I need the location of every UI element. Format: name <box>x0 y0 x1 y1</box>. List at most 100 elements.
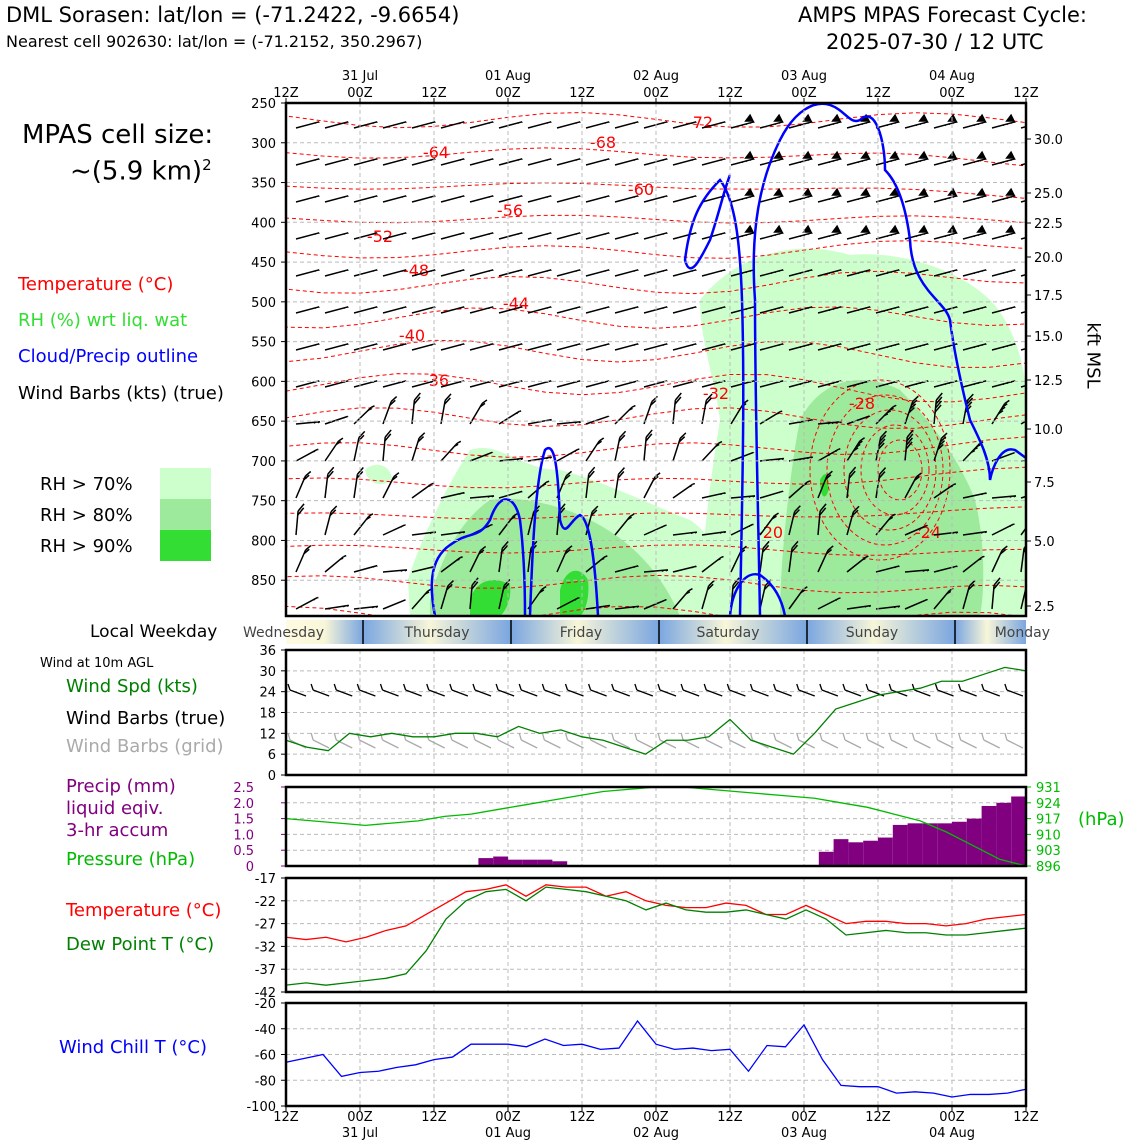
kft-tick-label: 15.0 <box>1034 330 1063 345</box>
wind-barb <box>585 195 610 203</box>
wind-barb <box>324 121 349 129</box>
wind-barb-true <box>564 683 569 691</box>
wind-barb-grid <box>865 732 869 741</box>
wind-barb <box>498 540 509 573</box>
wind-barb-true <box>659 689 677 697</box>
wind-barb <box>701 269 726 277</box>
wind-barb <box>759 306 784 314</box>
pressure-tick-label: 850 <box>251 574 276 589</box>
wind-barb <box>962 530 988 536</box>
wind-barb <box>295 503 305 536</box>
wind-barb <box>556 343 581 351</box>
precip-bar <box>478 858 494 866</box>
wind-barb <box>962 555 985 573</box>
temp-frame <box>284 876 1028 994</box>
wind-barb-grid <box>657 732 661 741</box>
wind-barb <box>382 524 406 536</box>
wind-speed-line <box>285 666 1027 755</box>
wind-barb-grid <box>611 732 615 741</box>
wind-barb <box>991 150 1016 166</box>
wind-barb <box>933 483 957 499</box>
temperature-contour <box>826 394 944 546</box>
wind-barb <box>672 269 697 277</box>
wind-barb <box>411 232 436 240</box>
wind10m-panel: 0 6 12 18 24 30 36 <box>259 644 1028 784</box>
wind-barb <box>527 195 552 203</box>
temperature-contour-label: -32 <box>703 384 729 403</box>
bottom-hour-label: 12Z <box>421 1110 447 1125</box>
precip-tick-label: 1.0 <box>233 828 254 843</box>
kft-tick-label: 22.5 <box>1034 217 1063 232</box>
wind-barb-true <box>891 689 908 697</box>
wind-barb <box>382 472 400 499</box>
wind-barb <box>817 448 841 462</box>
wind-barb <box>962 579 976 610</box>
weekday-band <box>955 620 1026 644</box>
wind-barb-true <box>796 683 800 691</box>
wind-barb <box>411 195 436 203</box>
weekday-band <box>363 620 511 644</box>
wind-barb <box>962 113 987 129</box>
wind-barb <box>556 306 581 314</box>
precip-tick-label: 2.5 <box>233 781 254 796</box>
wind-barb <box>527 232 552 240</box>
weekday-band <box>807 620 955 644</box>
rh-region-1 <box>365 464 392 485</box>
wind-barb <box>701 555 724 573</box>
wind-barb <box>875 467 887 499</box>
wind-barb-grid <box>541 732 545 741</box>
wind-barb <box>904 306 929 314</box>
wind-barb <box>440 343 465 351</box>
wind-barb <box>469 451 494 462</box>
wind-barb <box>353 513 374 536</box>
rh90-swatch <box>160 530 211 561</box>
wind-barb-grid <box>773 732 777 741</box>
wind-barb-true <box>798 689 815 697</box>
wind-barb <box>585 269 610 277</box>
wind-barb <box>759 224 784 240</box>
bottom-date-label: 04 Aug <box>929 1126 975 1140</box>
nearest-cell-info: Nearest cell 902630: lat/lon = (-71.2152… <box>6 32 423 51</box>
wind-barb <box>498 121 523 129</box>
wind-barb <box>411 392 421 425</box>
precip-bar <box>952 821 967 866</box>
wind-barb <box>846 415 871 425</box>
wind-barb-grid <box>382 739 399 749</box>
wind-barb <box>788 113 813 129</box>
top-hour-label: 00Z <box>939 86 965 101</box>
pressure-tick-label: 650 <box>251 415 276 430</box>
wind-barb <box>382 121 407 129</box>
wind-barb-true <box>819 683 823 691</box>
wind-barb <box>701 158 726 166</box>
wind-barb <box>324 195 349 203</box>
wind-barb <box>411 306 436 314</box>
wind-barb-true <box>379 683 384 691</box>
cloud-outline <box>683 174 745 616</box>
wind-barb-grid <box>775 739 792 749</box>
wind-barb <box>382 599 407 610</box>
bottom-hour-label: 12Z <box>569 1110 595 1125</box>
temperature-contour <box>286 112 1026 129</box>
temperature-contour-label: -28 <box>849 394 875 413</box>
temperature-contour-label: -52 <box>367 227 393 246</box>
pressure-tick-label: 300 <box>251 137 276 152</box>
bottom-hour-label: 00Z <box>791 1110 817 1125</box>
wind-barb <box>585 466 596 499</box>
wind-barb-true <box>497 689 515 697</box>
pressure-tick-label: 250 <box>251 97 276 112</box>
wind-barb <box>353 121 378 129</box>
temp-tick-label: -22 <box>255 895 276 910</box>
wind-barb-grid <box>821 739 839 749</box>
wind-barb <box>643 395 658 425</box>
wind-barb <box>353 306 378 314</box>
weekday-title: Local Weekday <box>90 622 218 642</box>
wind-barb <box>411 482 434 499</box>
precip-tick-label: 1.5 <box>233 813 254 828</box>
wind-barb <box>556 195 581 203</box>
wind-barb <box>643 599 668 610</box>
temperature-contour <box>286 407 1026 429</box>
wind-barb <box>991 545 1008 573</box>
wind-barb <box>672 195 697 203</box>
temperature-contour <box>286 306 1026 329</box>
wind-barb <box>701 195 726 203</box>
